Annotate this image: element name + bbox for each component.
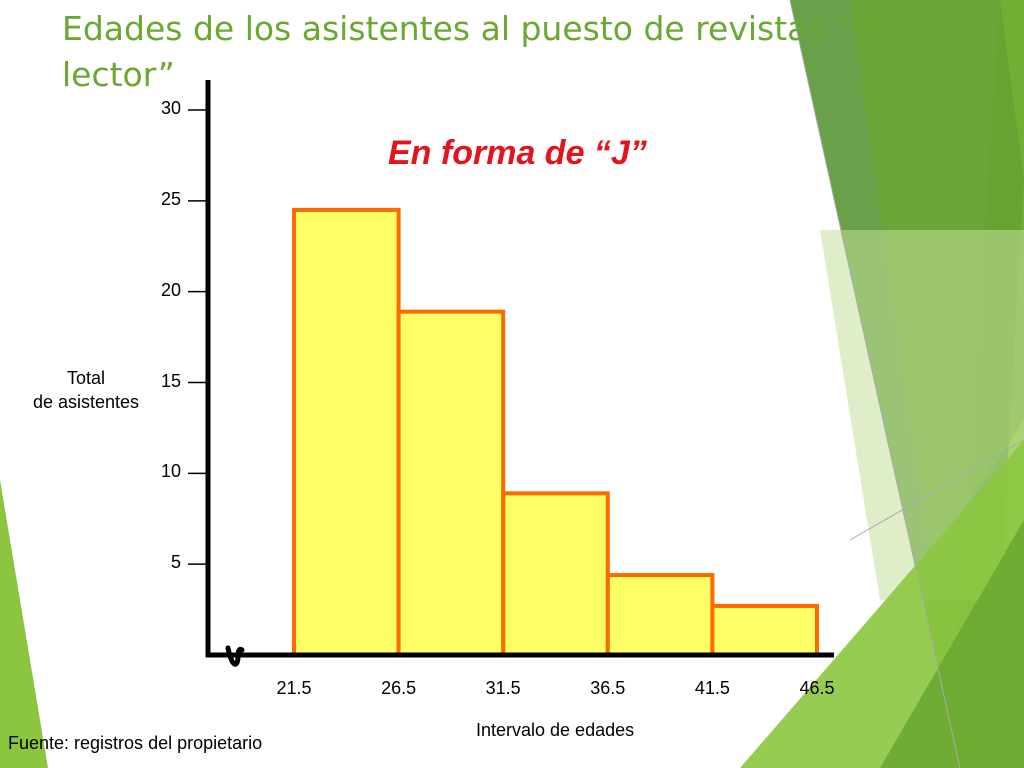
slide-title: Edades de los asistentes al puesto de re… xyxy=(62,9,883,94)
left-accent-stripe xyxy=(0,480,48,768)
histogram-bar-3 xyxy=(501,491,610,658)
histogram-bar-5 xyxy=(710,603,820,658)
y-tick-label: 10 xyxy=(160,461,181,482)
accent-line xyxy=(849,439,1024,541)
y-tick-label: 5 xyxy=(170,552,181,573)
x-tick-label: 46.5 xyxy=(799,678,835,698)
accent-line xyxy=(789,0,961,768)
y-tick-label: 15 xyxy=(160,370,181,391)
y-tick-label: 30 xyxy=(160,98,181,118)
histogram-bar-1 xyxy=(292,207,401,658)
histogram-bar-4 xyxy=(605,573,715,657)
bar-group xyxy=(292,207,820,658)
y-axis-label-line: de asistentes xyxy=(32,392,140,412)
x-axis-label: Intervalo de edades xyxy=(476,720,635,740)
x-tick-label: 21.5 xyxy=(276,678,312,698)
x-tick-label: 41.5 xyxy=(694,678,730,698)
x-tick-label: 36.5 xyxy=(590,678,626,698)
y-axis-label: Total de asistentes xyxy=(8,366,164,414)
y-tick-marks xyxy=(188,109,208,565)
histogram-bar-2 xyxy=(396,309,506,657)
y-axis-label-line: Total xyxy=(66,368,106,388)
source-note: Fuente: registros del propietario xyxy=(8,733,263,753)
y-tick-label: 20 xyxy=(160,279,181,300)
axis-break-icon xyxy=(225,645,245,667)
bottom-accent-wedge-dark xyxy=(880,520,1024,768)
x-tick-label: 26.5 xyxy=(381,678,417,698)
x-tick-label: 31.5 xyxy=(485,678,521,698)
chart-subtitle: En forma de “J” xyxy=(388,134,647,172)
y-tick-label: 25 xyxy=(160,188,181,209)
